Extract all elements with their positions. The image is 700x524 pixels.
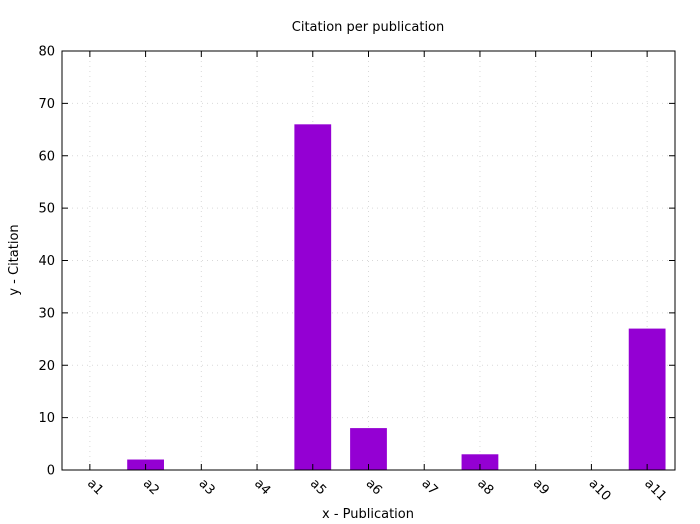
x-tick-label-a5: a5 — [307, 476, 329, 498]
plot-frame — [61, 50, 676, 471]
y-tick-label: 80 — [38, 45, 55, 60]
x-tick-labels: a1 a2 a3 a4 a5 a6 a7 a8 a9 a10 a11 — [84, 476, 669, 504]
x-tick-label-a8: a8 — [474, 476, 496, 498]
x-tick-label-a1: a1 — [84, 476, 106, 498]
bar-layer — [127, 124, 666, 470]
x-tick-label-a3: a3 — [195, 476, 217, 498]
bar-a8 — [461, 454, 499, 470]
x-tick-label-a4: a4 — [251, 476, 273, 498]
y-tick-label: 50 — [38, 202, 55, 217]
x-tick-label-a7: a7 — [418, 476, 440, 498]
y-tick-labels: 0 10 20 30 40 50 60 70 80 — [38, 45, 55, 479]
y-tick-label: 10 — [38, 411, 55, 426]
bar-a11 — [628, 328, 666, 470]
chart-title: Citation per publication — [292, 20, 445, 35]
y-tick-label: 20 — [38, 359, 55, 374]
y-tick-label: 70 — [38, 97, 55, 112]
x-tick-label-a6: a6 — [363, 476, 385, 498]
grid-layer — [62, 51, 675, 470]
x-tick-label-a2: a2 — [140, 476, 162, 498]
bar-a6 — [350, 428, 387, 470]
y-tick-label: 40 — [38, 254, 55, 269]
x-tick-label-a11: a11 — [641, 476, 669, 504]
bar-a5 — [294, 124, 332, 470]
x-tick-label-a9: a9 — [530, 476, 552, 498]
x-axis-label: x - Publication — [322, 507, 414, 522]
y-tick-label: 60 — [38, 149, 55, 164]
x-tick-label-a10: a10 — [586, 476, 614, 504]
tick-layer — [62, 50, 675, 471]
y-tick-label: 30 — [38, 306, 55, 321]
y-tick-label: 0 — [47, 464, 55, 479]
y-axis-label: y - Citation — [7, 224, 22, 295]
